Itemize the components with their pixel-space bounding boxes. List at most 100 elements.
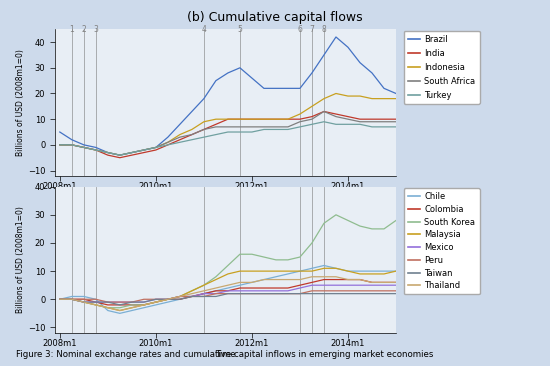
Chile — [177, 297, 183, 302]
Thailand — [296, 277, 303, 282]
Indonesia — [129, 150, 135, 155]
India — [296, 117, 303, 122]
Chile — [189, 294, 195, 299]
Brazil — [381, 86, 387, 90]
X-axis label: Time: Time — [215, 192, 236, 201]
India — [393, 117, 399, 122]
Thailand — [213, 286, 219, 290]
South Africa — [213, 125, 219, 129]
India — [224, 117, 231, 122]
Taiwan — [164, 297, 171, 302]
South Africa — [224, 125, 231, 129]
Malaysia — [57, 297, 63, 302]
Brazil — [189, 109, 195, 114]
Indonesia — [285, 117, 292, 122]
South Korea — [141, 303, 147, 307]
Brazil — [368, 71, 375, 75]
India — [152, 148, 159, 152]
Taiwan — [321, 291, 327, 296]
Peru — [92, 297, 99, 302]
Indonesia — [117, 153, 123, 157]
Brazil — [69, 138, 75, 142]
South Africa — [393, 120, 399, 124]
Mexico — [368, 283, 375, 287]
Indonesia — [393, 96, 399, 101]
Thailand — [236, 280, 243, 285]
Malaysia — [164, 297, 171, 302]
Taiwan — [80, 300, 87, 304]
India — [80, 145, 87, 150]
Malaysia — [285, 269, 292, 273]
India — [141, 150, 147, 155]
Colombia — [285, 286, 292, 290]
Chile — [321, 263, 327, 268]
South Korea — [213, 274, 219, 279]
Colombia — [273, 286, 279, 290]
Taiwan — [273, 291, 279, 296]
Malaysia — [177, 294, 183, 299]
Brazil — [117, 153, 123, 157]
Thailand — [177, 294, 183, 299]
Malaysia — [129, 306, 135, 310]
Turkey — [213, 132, 219, 137]
Indonesia — [224, 117, 231, 122]
India — [261, 117, 267, 122]
India — [104, 153, 111, 157]
India — [321, 109, 327, 114]
Mexico — [80, 300, 87, 304]
Malaysia — [92, 303, 99, 307]
X-axis label: Time: Time — [215, 350, 236, 359]
Taiwan — [285, 291, 292, 296]
Taiwan — [201, 294, 207, 299]
South Africa — [92, 148, 99, 152]
Mexico — [92, 300, 99, 304]
Turkey — [224, 130, 231, 134]
Indonesia — [104, 150, 111, 155]
Peru — [261, 291, 267, 296]
Taiwan — [177, 297, 183, 302]
Colombia — [321, 277, 327, 282]
Turkey — [57, 143, 63, 147]
Thailand — [164, 297, 171, 302]
Brazil — [309, 71, 315, 75]
South Africa — [345, 117, 351, 122]
South Africa — [80, 145, 87, 150]
Peru — [368, 289, 375, 293]
Mexico — [69, 297, 75, 302]
India — [189, 132, 195, 137]
Indonesia — [164, 140, 171, 145]
South Korea — [224, 263, 231, 268]
Colombia — [152, 300, 159, 304]
South Korea — [80, 300, 87, 304]
Turkey — [152, 145, 159, 150]
Text: (b) Cumulative capital flows: (b) Cumulative capital flows — [187, 11, 363, 24]
Text: 7: 7 — [310, 25, 315, 34]
Chile — [368, 269, 375, 273]
Y-axis label: Billions of USD (2008m1=0): Billions of USD (2008m1=0) — [16, 49, 25, 156]
South Africa — [177, 135, 183, 139]
Taiwan — [117, 303, 123, 307]
Indonesia — [321, 96, 327, 101]
Text: Figure 3: Nominal exchange rates and cumulative capital inflows in emerging mark: Figure 3: Nominal exchange rates and cum… — [16, 350, 434, 359]
Malaysia — [296, 269, 303, 273]
Legend: Chile, Colombia, South Korea, Malaysia, Mexico, Peru, Taiwan, Thailand: Chile, Colombia, South Korea, Malaysia, … — [404, 188, 480, 295]
Chile — [357, 269, 364, 273]
Mexico — [141, 300, 147, 304]
South Africa — [321, 109, 327, 114]
Y-axis label: Billions of USD (2008m1=0): Billions of USD (2008m1=0) — [16, 206, 25, 313]
Colombia — [368, 280, 375, 285]
Peru — [177, 294, 183, 299]
Taiwan — [393, 291, 399, 296]
South Africa — [104, 150, 111, 155]
Mexico — [117, 300, 123, 304]
Chile — [152, 303, 159, 307]
Brazil — [261, 86, 267, 90]
South Africa — [189, 132, 195, 137]
India — [129, 153, 135, 157]
India — [333, 112, 339, 116]
India — [177, 138, 183, 142]
Malaysia — [236, 269, 243, 273]
Thailand — [309, 274, 315, 279]
Indonesia — [333, 91, 339, 96]
Peru — [69, 297, 75, 302]
